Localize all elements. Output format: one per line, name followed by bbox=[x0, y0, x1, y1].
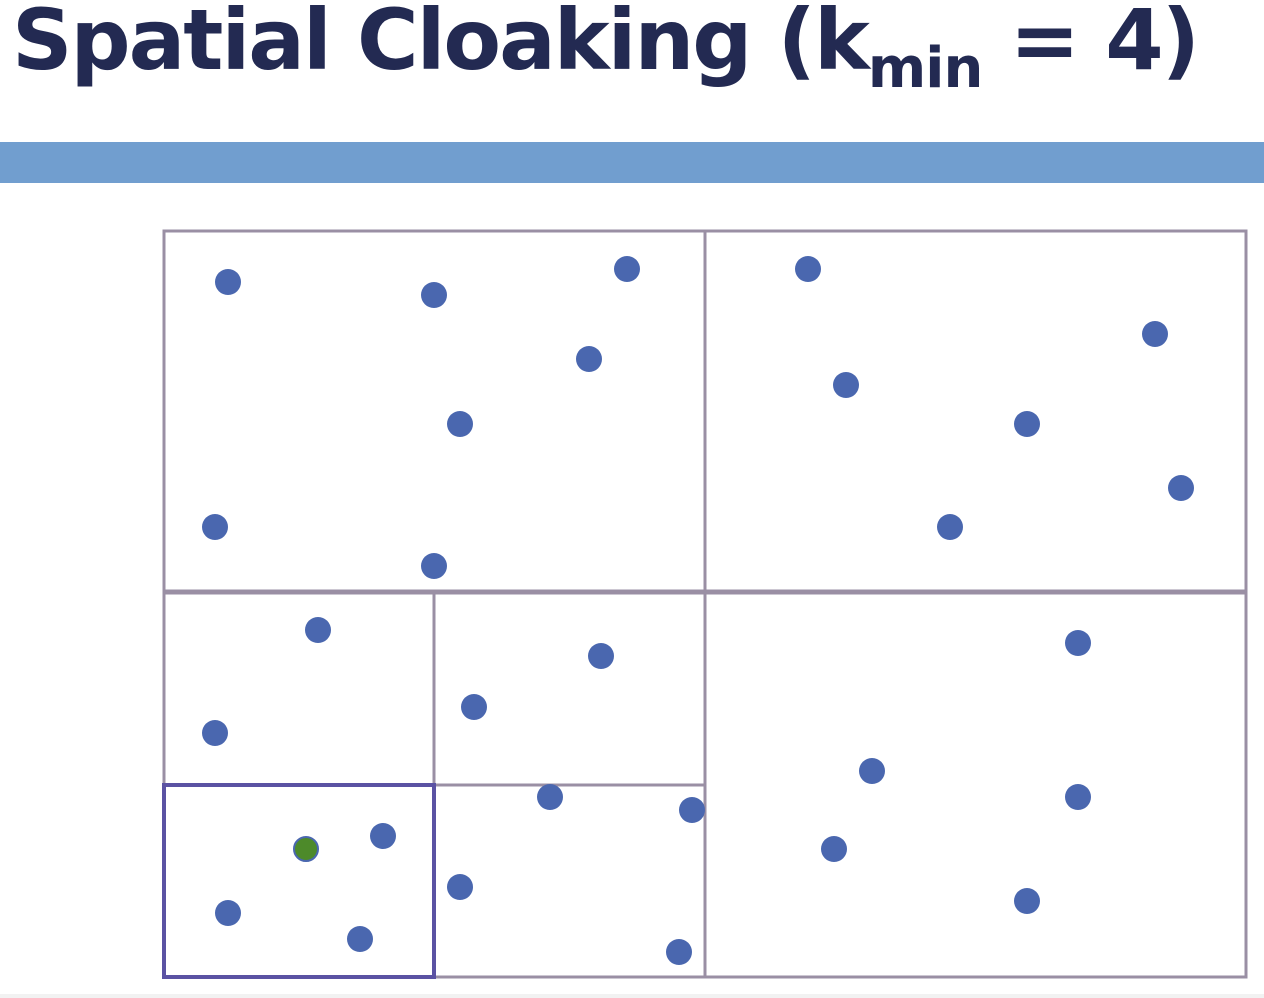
user-dot bbox=[821, 836, 847, 862]
user-dot bbox=[679, 797, 705, 823]
title-tail-text: = 4) bbox=[982, 0, 1200, 89]
user-dot bbox=[833, 372, 859, 398]
subcell-2 bbox=[432, 591, 707, 787]
user-dot bbox=[447, 411, 473, 437]
user-dot bbox=[576, 346, 602, 372]
grid-lines bbox=[162, 229, 1248, 979]
user-dot bbox=[795, 256, 821, 282]
user-dot bbox=[421, 282, 447, 308]
user-dot bbox=[859, 758, 885, 784]
user-dot bbox=[1065, 784, 1091, 810]
query-user-dot bbox=[293, 836, 319, 862]
subcell-4 bbox=[432, 783, 707, 979]
quadrant-bottom-right bbox=[703, 591, 1248, 979]
user-dot bbox=[202, 514, 228, 540]
quadrant-top-right bbox=[703, 229, 1248, 593]
subcell-3 bbox=[162, 783, 436, 979]
user-dot bbox=[1168, 475, 1194, 501]
user-dot bbox=[421, 553, 447, 579]
user-dot bbox=[1014, 411, 1040, 437]
user-dot bbox=[202, 720, 228, 746]
user-dot bbox=[447, 874, 473, 900]
title-main-text: Spatial Cloaking (k bbox=[12, 0, 870, 89]
user-dot bbox=[937, 514, 963, 540]
user-dot bbox=[347, 926, 373, 952]
user-dot bbox=[614, 256, 640, 282]
user-dot bbox=[666, 939, 692, 965]
user-dot bbox=[588, 643, 614, 669]
user-dot bbox=[1065, 630, 1091, 656]
title-subscript: min bbox=[867, 36, 983, 101]
user-dot bbox=[461, 694, 487, 720]
bottom-rule bbox=[0, 994, 1264, 998]
user-dot bbox=[1014, 888, 1040, 914]
subcell-1 bbox=[162, 591, 436, 787]
title-band bbox=[0, 142, 1264, 183]
user-dot bbox=[215, 900, 241, 926]
user-dot bbox=[370, 823, 396, 849]
user-dots bbox=[202, 256, 1194, 965]
user-dot bbox=[1142, 321, 1168, 347]
user-dot bbox=[537, 784, 563, 810]
user-dot bbox=[305, 617, 331, 643]
slide-title: Spatial Cloaking (kmin = 4) bbox=[12, 0, 1200, 97]
user-dot bbox=[215, 269, 241, 295]
